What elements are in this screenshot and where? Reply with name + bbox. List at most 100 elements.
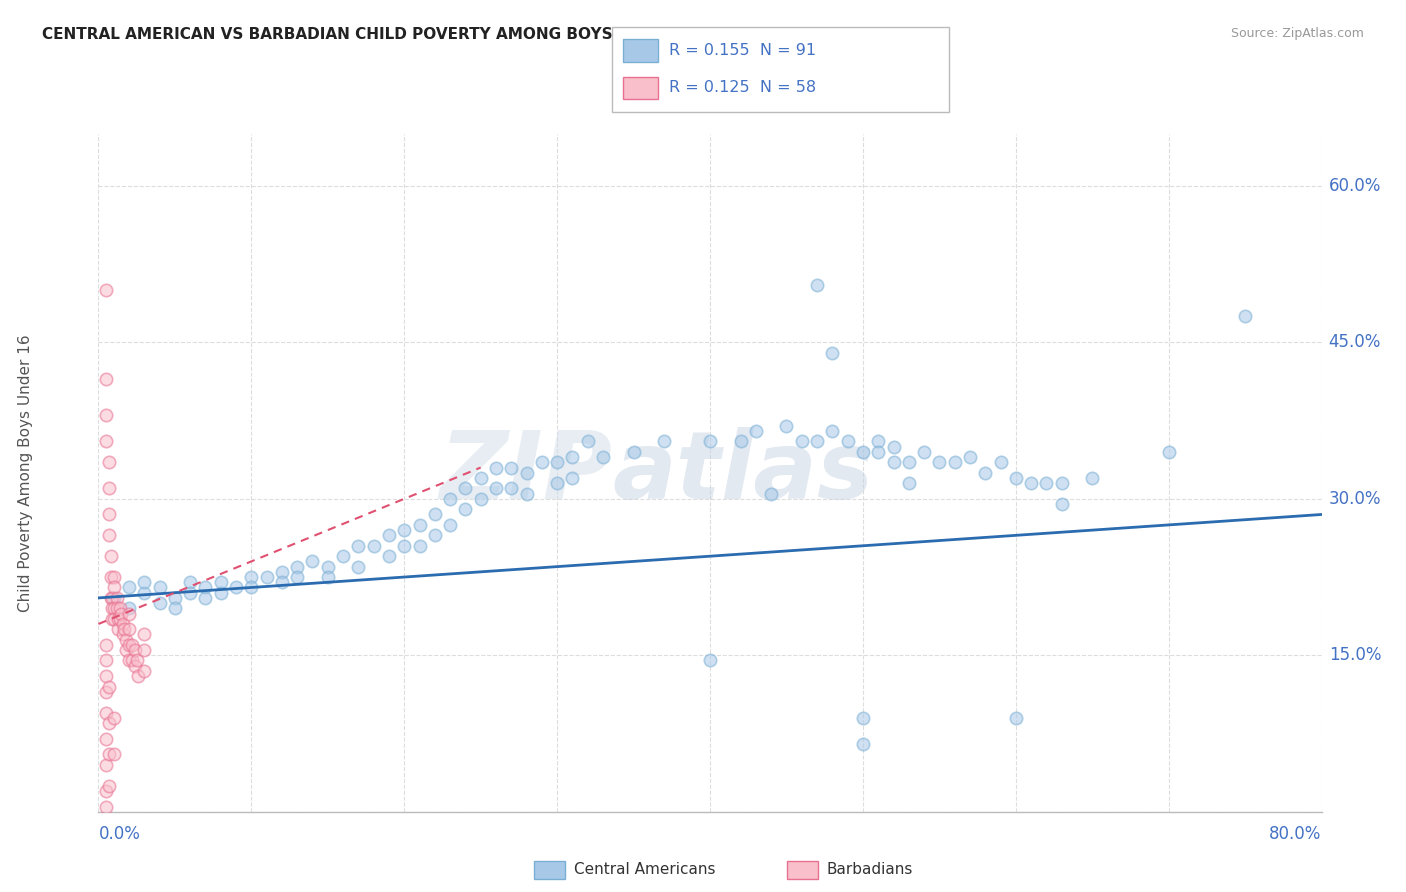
Point: [103, 581, 125, 595]
Point: [108, 601, 131, 615]
Point: [408, 517, 430, 532]
Point: [759, 486, 782, 500]
Point: [94, 669, 117, 683]
Point: [1035, 476, 1057, 491]
Point: [209, 585, 232, 599]
Point: [868, 434, 890, 449]
Point: [103, 747, 125, 762]
Text: Source: ZipAtlas.com: Source: ZipAtlas.com: [1230, 27, 1364, 40]
Point: [103, 601, 125, 615]
Text: atlas: atlas: [612, 426, 873, 519]
Point: [561, 450, 583, 464]
Point: [101, 612, 124, 626]
Point: [111, 617, 134, 632]
Point: [439, 491, 461, 506]
Point: [439, 517, 461, 532]
Point: [98, 747, 121, 762]
Point: [347, 559, 370, 574]
Point: [134, 627, 156, 641]
Point: [124, 643, 146, 657]
Point: [790, 434, 813, 449]
Point: [530, 455, 553, 469]
Text: R = 0.155  N = 91: R = 0.155 N = 91: [669, 43, 817, 58]
Point: [928, 455, 950, 469]
Point: [103, 570, 125, 584]
Point: [105, 601, 128, 615]
Point: [270, 565, 292, 579]
Text: 30.0%: 30.0%: [1329, 490, 1381, 508]
Point: [852, 737, 875, 751]
Point: [179, 575, 201, 590]
Point: [745, 424, 768, 438]
Point: [107, 622, 129, 636]
Point: [100, 570, 122, 584]
Point: [103, 711, 125, 725]
Point: [883, 440, 905, 454]
Point: [974, 466, 997, 480]
Point: [821, 346, 844, 360]
Point: [94, 757, 117, 772]
Point: [454, 502, 477, 516]
Point: [868, 445, 890, 459]
Point: [897, 455, 920, 469]
Point: [94, 372, 117, 386]
Point: [332, 549, 354, 564]
Point: [101, 601, 124, 615]
Point: [127, 669, 149, 683]
Point: [1157, 445, 1180, 459]
Point: [118, 638, 141, 652]
Point: [94, 283, 117, 297]
Point: [592, 450, 614, 464]
Point: [115, 643, 138, 657]
Point: [1050, 497, 1073, 511]
Point: [392, 523, 416, 537]
Point: [94, 409, 117, 423]
Point: [194, 581, 217, 595]
Point: [194, 591, 217, 605]
Point: [1019, 476, 1042, 491]
Point: [285, 559, 308, 574]
Point: [1050, 476, 1073, 491]
Point: [115, 632, 138, 647]
Point: [423, 528, 446, 542]
Point: [285, 570, 308, 584]
Point: [576, 434, 599, 449]
Point: [730, 434, 752, 449]
Point: [134, 664, 156, 678]
Point: [699, 653, 721, 667]
Point: [501, 460, 523, 475]
Point: [125, 653, 148, 667]
Point: [408, 539, 430, 553]
Point: [363, 539, 385, 553]
Point: [546, 455, 568, 469]
Point: [883, 455, 905, 469]
Text: Child Poverty Among Boys Under 16: Child Poverty Among Boys Under 16: [18, 334, 32, 612]
Point: [256, 570, 278, 584]
Point: [1004, 711, 1026, 725]
Point: [100, 549, 122, 564]
Point: [423, 508, 446, 522]
Text: 15.0%: 15.0%: [1329, 647, 1381, 665]
Point: [897, 476, 920, 491]
Point: [103, 591, 125, 605]
Point: [546, 476, 568, 491]
Text: 0.0%: 0.0%: [98, 825, 141, 843]
Point: [105, 591, 128, 605]
Point: [806, 278, 828, 293]
Point: [121, 638, 143, 652]
Point: [1234, 310, 1257, 324]
Text: 80.0%: 80.0%: [1270, 825, 1322, 843]
Point: [1004, 471, 1026, 485]
Point: [301, 554, 323, 568]
Point: [470, 491, 492, 506]
Point: [134, 575, 156, 590]
Point: [94, 653, 117, 667]
Point: [316, 559, 339, 574]
Point: [112, 622, 135, 636]
Point: [516, 486, 538, 500]
Point: [806, 434, 828, 449]
Point: [98, 680, 121, 694]
Point: [912, 445, 935, 459]
Point: [98, 779, 121, 793]
Point: [959, 450, 981, 464]
